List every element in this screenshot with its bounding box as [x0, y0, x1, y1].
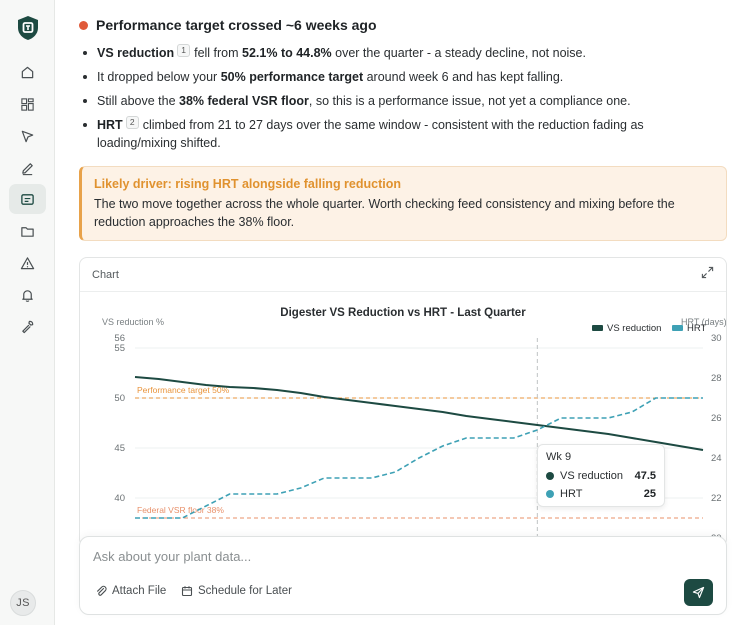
series-lines [134, 376, 704, 519]
warning-icon [20, 256, 35, 269]
y-axis-label: VS reduction % [102, 317, 164, 327]
message-composer: Attach File Schedule for Later [79, 536, 727, 615]
y2-tick-label: 24 [711, 453, 722, 464]
tooltip-series-value: 25 [643, 488, 656, 500]
bold-text: 52.1% to 44.8% [242, 46, 332, 60]
findings-list: VS reduction 1 fell from 52.1% to 44.8% ov… [79, 44, 719, 158]
citation-badge[interactable]: 1 [177, 44, 191, 57]
folder-icon [21, 226, 34, 237]
reference-lines: Performance target 50% Federal VSR floor … [135, 385, 703, 519]
tooltip-row: VS reduction 47.5 [546, 467, 656, 485]
chart-card: Chart Digester VS Reduction vs HRT - Las… [79, 257, 727, 547]
sidebar-item-navigate[interactable] [9, 121, 46, 151]
legend-swatch [672, 325, 683, 331]
y2-axis-label: HRT (days) [681, 317, 727, 327]
line-chart[interactable]: Digester VS Reduction vs HRT - Last Quar… [80, 293, 727, 547]
callout-body: The two move together across the whole q… [94, 197, 675, 229]
schedule-button[interactable]: Schedule for Later [181, 585, 292, 597]
calendar-icon [181, 586, 193, 597]
bell-icon [22, 289, 33, 302]
grid-icon [21, 97, 34, 111]
y2-tick-label: 26 [711, 413, 722, 424]
send-button[interactable] [684, 579, 713, 606]
main-content: Performance target crossed ~6 weeks ago … [55, 0, 750, 625]
y-tick-label: 55 [114, 343, 125, 354]
chart-title: Digester VS Reduction vs HRT - Last Quar… [280, 307, 526, 319]
sidebar-item-notifications[interactable] [9, 280, 46, 310]
list-item: HRT 2 climbed from 21 to 27 days over the … [79, 116, 719, 152]
bold-text: VS reduction [97, 46, 175, 60]
alert-dot-icon [79, 20, 88, 30]
sidebar-item-edit[interactable] [9, 153, 46, 183]
message-heading: Performance target crossed ~6 weeks ago [79, 17, 377, 33]
sidebar-item-files[interactable] [9, 216, 46, 246]
driver-callout: Likely driver: rising HRT alongside fall… [79, 166, 727, 241]
list-item: It dropped below your 50% performance ta… [79, 68, 719, 86]
cursor-icon [21, 130, 34, 142]
list-text: over the quarter - a steady decline, not… [331, 46, 586, 60]
chart-legend: VS reduction HRT [592, 323, 707, 334]
tooltip-row: HRT 25 [546, 485, 656, 503]
reference-line-label: Performance target 50% [137, 385, 230, 395]
bold-text: 38% federal VSR floor [179, 94, 309, 108]
list-item: VS reduction 1 fell from 52.1% to 44.8% ov… [79, 44, 719, 62]
send-icon [692, 586, 705, 599]
tooltip-series-name: HRT [560, 488, 583, 500]
sidebar-item-dashboard[interactable] [9, 89, 46, 119]
shield-logo-icon[interactable] [16, 15, 40, 41]
list-text: fell from [194, 46, 243, 60]
reference-line-label: Federal VSR floor 38% [137, 505, 224, 515]
schedule-label: Schedule for Later [198, 585, 292, 597]
y-tick-label: 50 [114, 393, 125, 404]
legend-label: VS reduction [607, 323, 661, 334]
chart-header: Chart [80, 258, 726, 292]
chart-tooltip: Wk 9 VS reduction 47.5 HRT 25 [537, 444, 665, 507]
series-line-hrt [135, 397, 703, 519]
list-text: Still above the [97, 94, 179, 108]
report-icon [21, 193, 34, 205]
sidebar-item-alerts[interactable] [9, 248, 46, 278]
legend-label: HRT [687, 323, 707, 334]
tooltip-series-name: VS reduction [560, 470, 623, 482]
pencil-icon [22, 162, 33, 175]
tooltip-title: Wk 9 [546, 451, 572, 463]
legend-swatch [592, 325, 603, 331]
heading-text: Performance target crossed ~6 weeks ago [96, 17, 377, 33]
list-text: , so this is a performance issue, not ye… [308, 94, 631, 108]
sidebar-item-home[interactable] [9, 57, 46, 87]
y2-tick-label: 28 [711, 373, 722, 384]
callout-title: Likely driver: rising HRT alongside fall… [94, 177, 401, 191]
sidebar-item-tools[interactable] [9, 311, 46, 341]
y-tick-label: 45 [114, 443, 125, 454]
attach-file-label: Attach File [112, 585, 167, 597]
list-text: It dropped below your [97, 70, 221, 84]
sidebar-item-reports[interactable] [9, 184, 46, 214]
list-text: around week 6 and has kept falling. [363, 70, 564, 84]
attach-file-button[interactable]: Attach File [95, 585, 166, 597]
paperclip-icon [97, 585, 107, 596]
series-color-dot [546, 490, 554, 498]
avatar[interactable]: JS [10, 590, 36, 616]
y2-tick-label: 30 [711, 333, 722, 344]
wrench-icon [22, 320, 34, 333]
series-line-vs-reduction [134, 376, 704, 451]
home-icon [21, 66, 34, 78]
bold-text: HRT [97, 118, 123, 132]
bold-text: 50% performance target [220, 70, 364, 84]
expand-icon[interactable] [701, 266, 714, 284]
list-item: Still above the 38% federal VSR floor, s… [79, 92, 719, 110]
tooltip-series-value: 47.5 [634, 470, 656, 482]
y2-axis-ticks: 202224262830 [711, 333, 722, 544]
sidebar: JS [0, 0, 55, 625]
y-tick-label: 56 [114, 333, 125, 344]
citation-badge[interactable]: 2 [125, 116, 139, 129]
y-tick-label: 40 [114, 493, 125, 504]
chart-header-label: Chart [92, 268, 119, 281]
series-color-dot [546, 472, 554, 480]
list-text: climbed from 21 to 27 days over the same… [97, 118, 644, 150]
y2-tick-label: 22 [711, 493, 722, 504]
chat-input[interactable] [93, 549, 653, 564]
